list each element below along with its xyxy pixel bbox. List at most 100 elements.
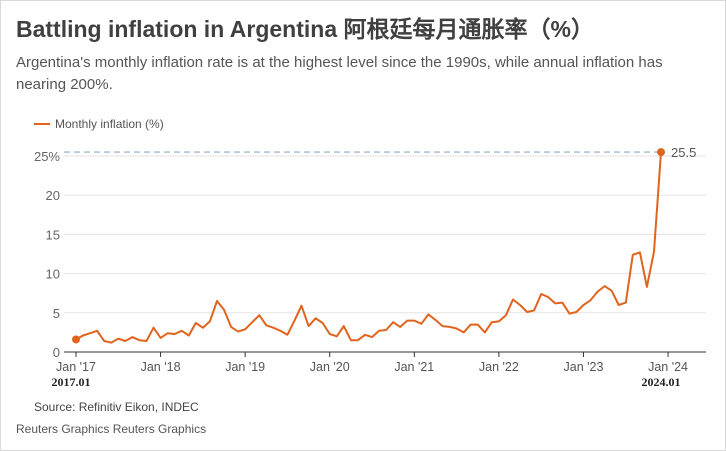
data-point <box>632 254 634 256</box>
data-point <box>399 326 401 328</box>
x-tick-label: Jan '22 <box>479 360 519 374</box>
data-point <box>371 336 373 338</box>
data-point <box>434 319 436 321</box>
data-point <box>244 328 246 330</box>
data-point <box>202 327 204 329</box>
data-point <box>237 331 239 333</box>
data-point <box>308 325 310 327</box>
data-point <box>498 320 500 322</box>
end-value-label: 25.5 <box>671 145 696 160</box>
y-tick-label: 20 <box>46 188 60 203</box>
chart-title: Battling inflation in Argentina 阿根廷每月通胀率… <box>16 16 594 42</box>
data-point <box>174 333 176 335</box>
x-tick-label: Jan '23 <box>564 360 604 374</box>
x-edge-label: 2017.01 <box>52 375 91 389</box>
data-point <box>533 309 535 311</box>
data-point <box>554 302 556 304</box>
data-point <box>195 322 197 324</box>
data-point <box>406 320 408 322</box>
chart-subtitle: Argentina's monthly inflation rate is at… <box>16 54 663 93</box>
y-tick-label: 10 <box>46 267 60 282</box>
x-tick-label: Jan '24 <box>648 360 688 374</box>
data-point <box>590 299 592 301</box>
data-point <box>568 313 570 315</box>
data-point <box>561 302 563 304</box>
data-point <box>625 302 627 304</box>
x-tick-label: Jan '21 <box>394 360 434 374</box>
data-point <box>117 338 119 340</box>
data-point <box>611 290 613 292</box>
data-point <box>526 311 528 313</box>
data-point <box>491 321 493 323</box>
data-point <box>420 323 422 325</box>
legend-swatch <box>34 123 50 125</box>
data-point <box>378 330 380 332</box>
y-tick-label: 5 <box>53 306 60 321</box>
data-point <box>124 340 126 342</box>
data-point <box>138 339 140 341</box>
data-point <box>145 340 147 342</box>
data-point <box>442 325 444 327</box>
start-point-dot <box>72 335 80 344</box>
data-point <box>167 332 169 334</box>
data-point <box>223 309 225 311</box>
data-point <box>160 337 162 339</box>
data-point <box>512 298 514 300</box>
source-note: Source: Refinitiv Eikon, INDEC <box>34 400 199 414</box>
data-point <box>322 322 324 324</box>
data-point <box>484 331 486 333</box>
x-edge-label: 2024.01 <box>642 375 681 389</box>
data-point <box>209 320 211 322</box>
data-point <box>110 342 112 344</box>
data-point <box>582 304 584 306</box>
data-point <box>427 313 429 315</box>
data-point <box>456 327 458 329</box>
data-point <box>540 293 542 295</box>
data-point <box>293 320 295 322</box>
data-point <box>272 327 274 329</box>
data-point <box>597 291 599 293</box>
y-tick-label: 15 <box>46 227 60 242</box>
credit-note: Reuters Graphics Reuters Graphics <box>16 422 207 436</box>
x-tick-label: Jan '20 <box>310 360 350 374</box>
data-point <box>230 326 232 328</box>
end-point-dot <box>657 148 665 157</box>
data-point <box>575 311 577 313</box>
data-point <box>258 314 260 316</box>
data-point <box>343 325 345 327</box>
data-point <box>336 335 338 337</box>
data-point <box>96 330 98 332</box>
data-point <box>131 336 133 338</box>
data-point <box>604 285 606 287</box>
data-point <box>82 335 84 337</box>
data-point <box>89 332 91 334</box>
data-point <box>153 327 155 329</box>
x-tick-label: Jan '19 <box>225 360 265 374</box>
data-point <box>279 330 281 332</box>
data-point <box>251 321 253 323</box>
data-point <box>470 324 472 326</box>
data-point <box>413 320 415 322</box>
data-point <box>216 300 218 302</box>
data-point <box>329 333 331 335</box>
data-point <box>357 339 359 341</box>
x-tick-label: Jan '17 <box>56 360 96 374</box>
data-point <box>301 305 303 307</box>
data-point <box>286 334 288 336</box>
data-point <box>449 326 451 328</box>
data-point <box>385 329 387 331</box>
data-point <box>350 339 352 341</box>
data-point <box>315 317 317 319</box>
x-tick-label: Jan '18 <box>141 360 181 374</box>
data-point <box>618 304 620 306</box>
data-point <box>188 335 190 337</box>
y-tick-label: 0 <box>53 345 60 360</box>
data-point <box>646 286 648 288</box>
y-tick-label: 25% <box>34 149 60 164</box>
data-point <box>639 251 641 253</box>
data-point <box>392 321 394 323</box>
series-line-monthly-inflation <box>75 151 662 344</box>
data-point <box>505 314 507 316</box>
data-point <box>653 251 655 253</box>
